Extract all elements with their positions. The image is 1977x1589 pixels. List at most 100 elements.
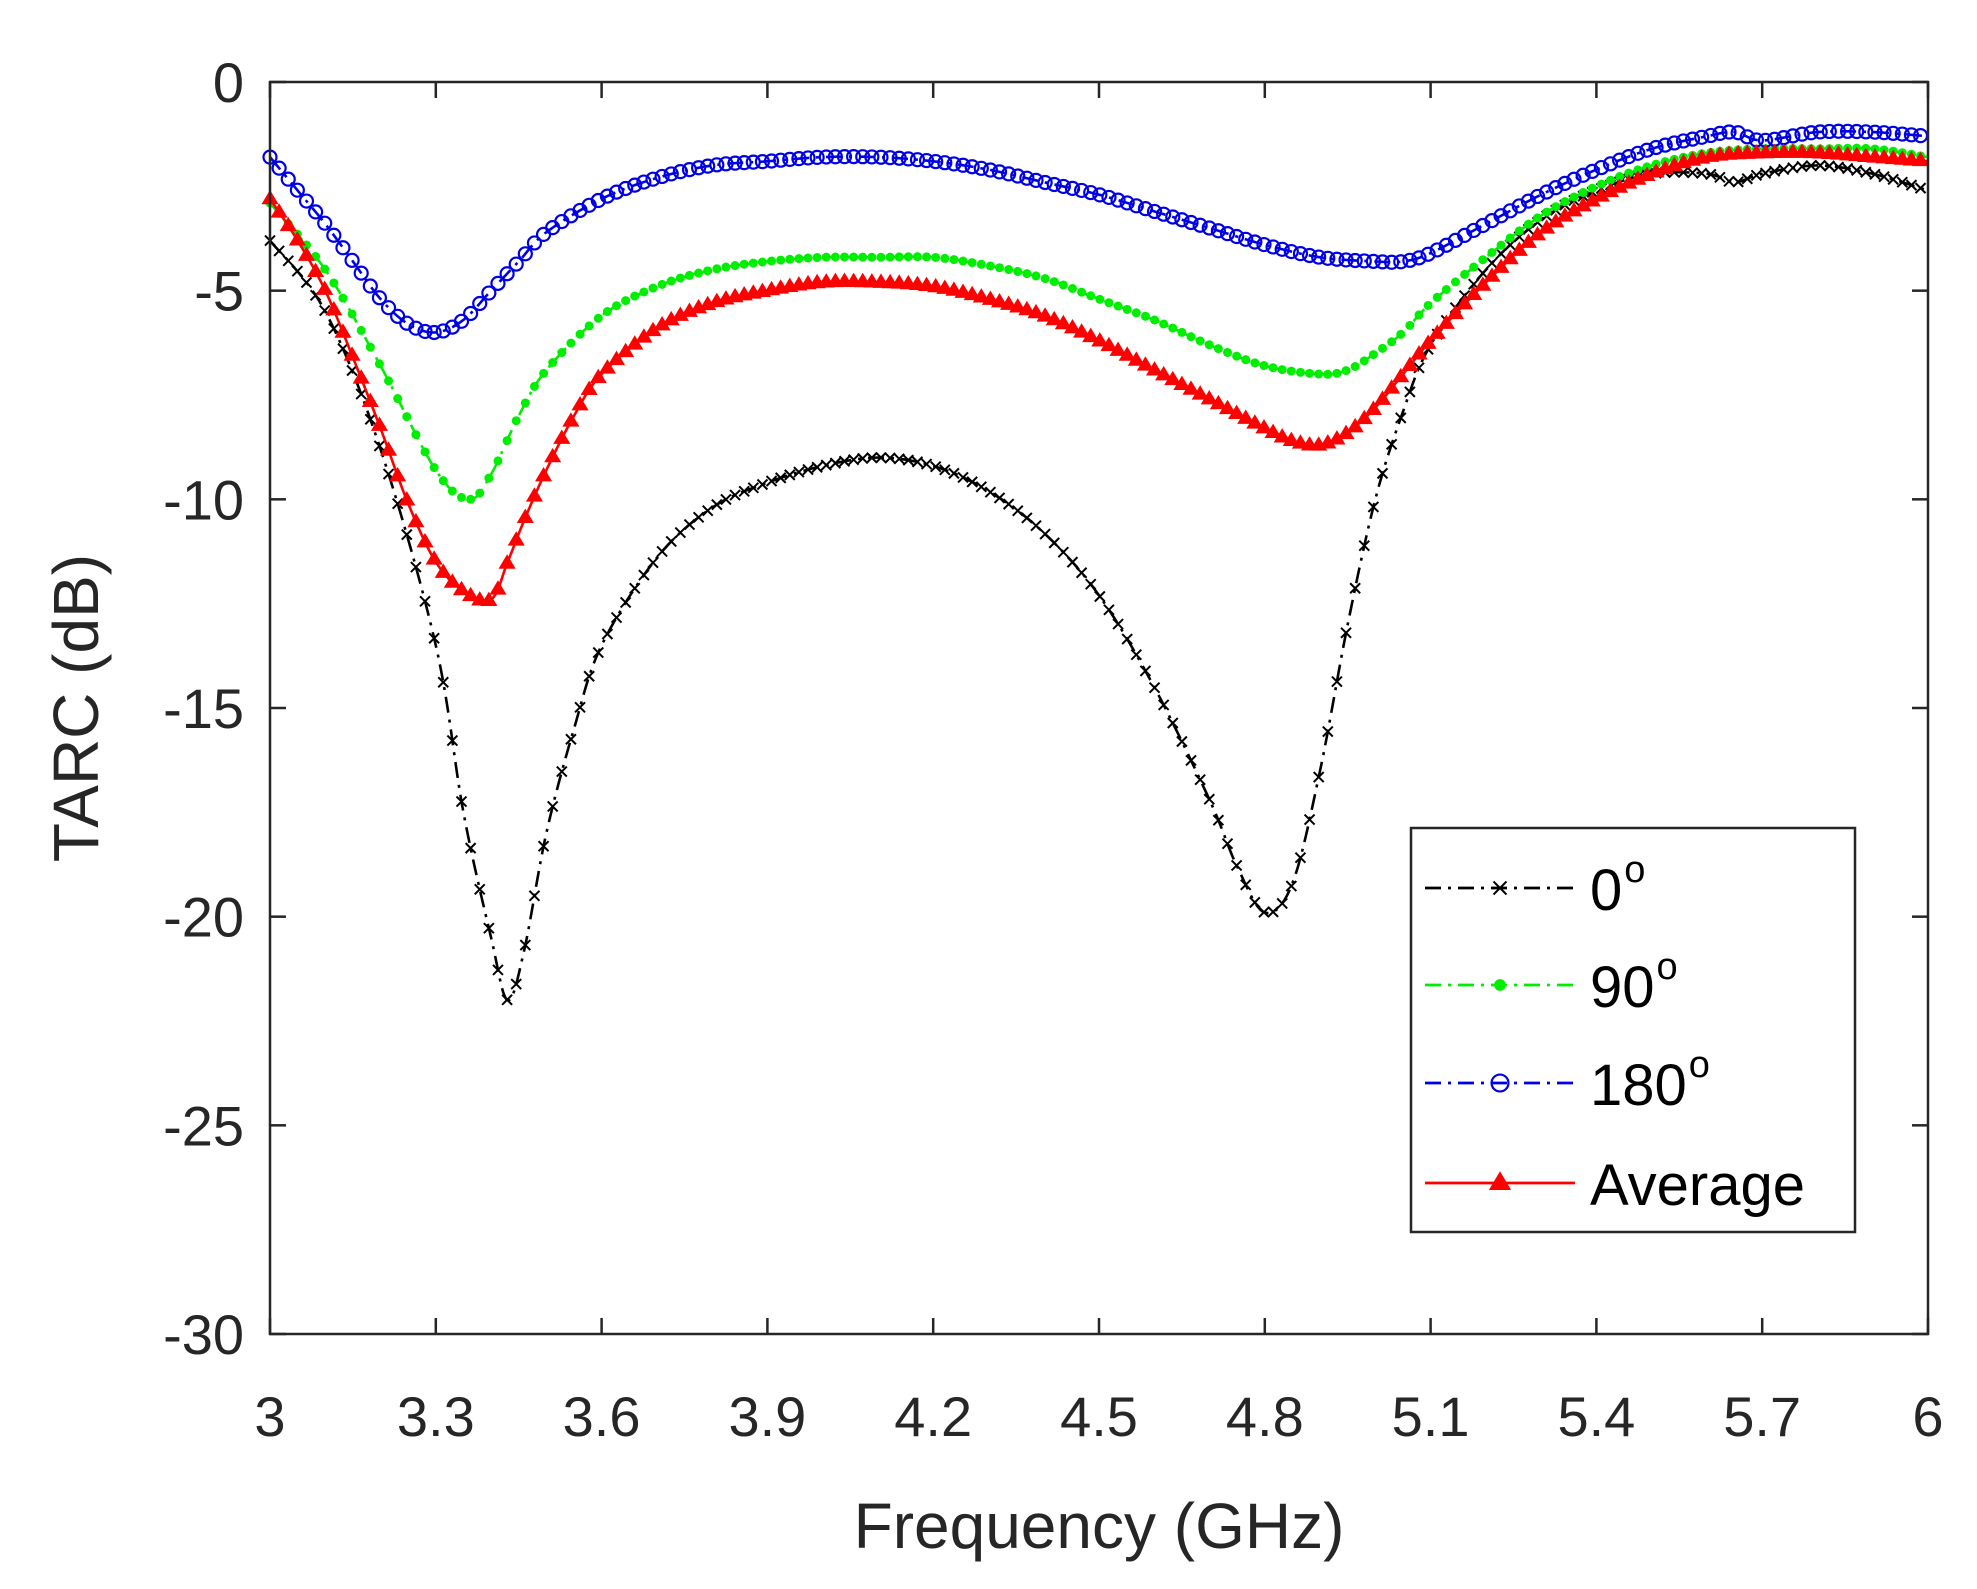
data-point — [347, 309, 357, 319]
data-point — [356, 325, 366, 335]
data-point — [1048, 537, 1060, 549]
data-point — [639, 287, 649, 297]
data-point — [1195, 336, 1205, 346]
data-point — [1312, 771, 1325, 783]
data-point — [712, 264, 722, 274]
data-point — [1620, 174, 1638, 189]
data-point — [1510, 241, 1528, 256]
data-point — [958, 256, 968, 266]
data-point — [307, 262, 325, 277]
data-point — [1018, 300, 1036, 316]
data-point — [1465, 285, 1483, 300]
x-tick-label: 3 — [254, 1385, 285, 1448]
data-point — [583, 670, 595, 682]
data-point — [757, 257, 767, 267]
data-point — [1456, 295, 1474, 310]
data-point — [948, 467, 960, 480]
data-point — [1575, 167, 1591, 183]
data-point — [1127, 351, 1145, 366]
data-point — [1548, 180, 1564, 196]
data-point — [1851, 164, 1863, 176]
legend-marker — [1488, 1171, 1512, 1191]
data-point — [1867, 124, 1883, 140]
data-point — [812, 253, 822, 263]
data-point — [362, 278, 378, 294]
data-point — [373, 440, 386, 452]
y-tick-label: -5 — [194, 260, 244, 323]
data-point — [352, 369, 370, 384]
data-point — [774, 472, 787, 484]
data-point — [1337, 424, 1355, 440]
data-point — [393, 394, 403, 404]
data-point — [1460, 269, 1470, 279]
data-point — [1019, 170, 1035, 186]
data-point — [334, 323, 352, 338]
data-point — [456, 492, 466, 502]
series-average — [261, 143, 1930, 606]
data-point — [419, 595, 431, 608]
data-point — [894, 252, 904, 262]
data-point — [931, 252, 941, 262]
data-point — [1675, 133, 1692, 149]
data-point — [589, 368, 607, 384]
data-point — [379, 441, 398, 456]
data-point — [629, 582, 641, 595]
data-point — [1240, 879, 1252, 891]
data-point — [289, 182, 305, 198]
data-point — [1441, 284, 1451, 294]
data-point — [763, 153, 780, 169]
data-point — [946, 156, 962, 172]
data-point — [818, 149, 834, 165]
data-point — [1112, 618, 1124, 630]
data-point — [598, 359, 616, 374]
data-point — [301, 240, 311, 250]
data-point — [1222, 347, 1232, 357]
data-point — [438, 476, 448, 486]
data-point — [472, 295, 488, 312]
data-point — [1319, 434, 1337, 449]
data-point — [636, 174, 652, 190]
data-point — [1210, 223, 1226, 239]
data-point — [1615, 172, 1625, 182]
data-point — [1514, 226, 1524, 236]
data-point — [1542, 207, 1552, 217]
data-point — [1246, 414, 1264, 429]
data-point — [827, 149, 843, 165]
legend-entry: Average — [1425, 1153, 1805, 1218]
x-axis-title: Frequency (GHz) — [854, 1490, 1345, 1562]
data-point — [1496, 240, 1506, 250]
data-point — [767, 256, 777, 266]
data-point — [1630, 145, 1646, 161]
data-point — [411, 430, 421, 440]
data-point — [1803, 125, 1819, 141]
data-point — [909, 152, 926, 168]
data-point — [1113, 301, 1123, 311]
data-point — [1759, 167, 1772, 179]
data-point — [1002, 498, 1015, 510]
data-point — [1529, 188, 1546, 205]
data-point — [1387, 337, 1397, 347]
data-point — [1505, 233, 1515, 243]
data-point — [1392, 367, 1410, 383]
data-point — [1145, 361, 1164, 376]
data-point — [1830, 123, 1847, 139]
data-point — [1566, 171, 1582, 187]
data-point — [782, 151, 798, 167]
data-point — [1228, 404, 1246, 420]
data-point — [729, 489, 741, 501]
data-point — [1574, 196, 1592, 212]
data-point — [647, 556, 659, 569]
data-point — [1538, 219, 1556, 234]
data-point — [864, 149, 880, 165]
data-point — [967, 258, 977, 268]
data-point — [730, 261, 740, 271]
data-point — [736, 155, 752, 171]
legend-label: 180 — [1590, 1053, 1687, 1118]
data-point — [1721, 124, 1737, 140]
data-point — [681, 161, 698, 178]
data-point — [1794, 126, 1810, 142]
data-point — [273, 245, 285, 257]
x-tick-labels: 3 3.3 3.6 3.9 4.2 4.5 4.8 5.1 5.4 5.7 6 — [254, 1385, 1943, 1448]
data-point — [370, 416, 388, 431]
data-point — [912, 252, 922, 262]
